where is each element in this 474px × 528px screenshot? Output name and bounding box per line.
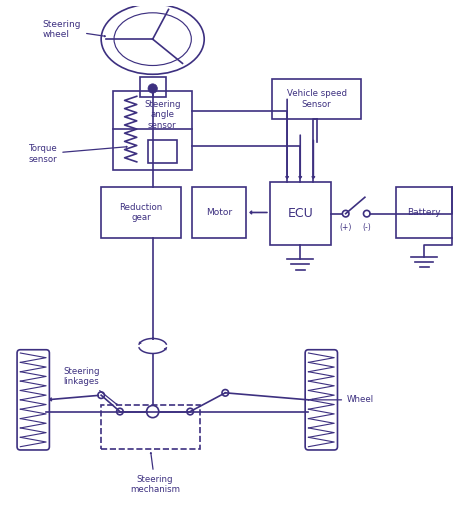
Bar [192,187,246,238]
Text: Steering
mechanism: Steering mechanism [130,452,180,494]
Circle shape [148,84,157,93]
Text: Vehicle speed
Sensor: Vehicle speed Sensor [287,89,346,109]
Bar [113,91,192,171]
Text: (-): (-) [363,223,371,232]
Text: Steering
wheel: Steering wheel [43,20,105,40]
Text: Battery: Battery [408,208,441,217]
Text: Steering
angle
sensor: Steering angle sensor [144,100,181,130]
Text: Wheel: Wheel [312,395,374,404]
Bar [101,404,200,449]
Text: ECU: ECU [287,207,313,220]
Text: Torque
sensor: Torque sensor [28,144,127,164]
Bar [396,187,453,238]
Text: Motor: Motor [206,208,232,217]
Bar [272,79,361,119]
Text: Steering
linkages: Steering linkages [64,367,117,404]
Bar [101,187,181,238]
Text: Reduction
gear: Reduction gear [119,203,163,222]
Bar [148,140,177,163]
Bar [270,182,331,246]
Text: (+): (+) [339,223,352,232]
Bar [139,77,166,97]
